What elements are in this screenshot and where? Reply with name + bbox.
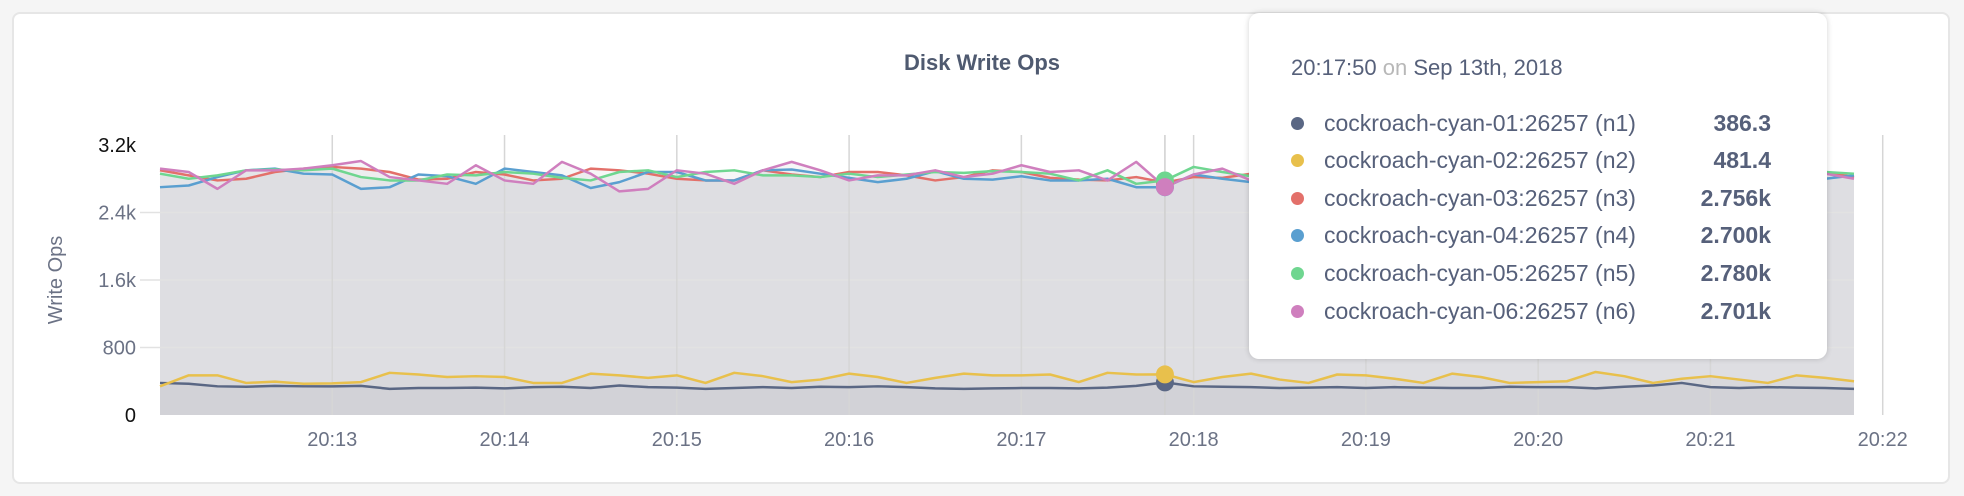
tooltip-series-value: 2.700k <box>1700 222 1771 249</box>
x-tick-label: 20:19 <box>1341 429 1391 451</box>
y-axis-label: Write Ops <box>45 236 67 325</box>
chart-title: Disk Write Ops <box>903 50 1061 75</box>
x-tick-label: 20:21 <box>1685 429 1735 451</box>
tooltip-time: 20:17:50 <box>1291 55 1377 80</box>
series-line <box>159 370 1855 388</box>
series-line <box>159 381 1855 391</box>
tooltip-on: on <box>1382 55 1408 80</box>
hover-point <box>1155 178 1174 197</box>
series-dot-icon <box>1291 191 1304 205</box>
tooltip-series-value: 2.756k <box>1700 184 1771 211</box>
tooltip-timestamp: 20:17:50 on Sep 13th, 2018 <box>1291 55 1563 81</box>
tooltip-date: Sep 13th, 2018 <box>1413 55 1563 80</box>
x-tick-label: 20:16 <box>824 429 874 451</box>
hover-point <box>1155 365 1174 384</box>
tooltip-series-label: cockroach-cyan-02:26257 (n2) <box>1324 147 1636 174</box>
tooltip-row: cockroach-cyan-06:26257 (n6) 2.701k <box>1291 293 1771 329</box>
x-tick-label: 20:20 <box>1513 429 1563 451</box>
tooltip-row: cockroach-cyan-02:26257 (n2) 481.4 <box>1291 143 1771 179</box>
x-tick-label: 20:14 <box>480 429 530 451</box>
tooltip-series-value: 481.4 <box>1713 147 1771 174</box>
series-dot-icon <box>1291 266 1304 280</box>
tooltip-series-label: cockroach-cyan-05:26257 (n5) <box>1324 259 1636 286</box>
tooltip-row: cockroach-cyan-05:26257 (n5) 2.780k <box>1291 255 1771 291</box>
series-dot-icon <box>1291 116 1304 130</box>
tooltip-series-label: cockroach-cyan-03:26257 (n3) <box>1324 184 1636 211</box>
x-tick-label: 20:18 <box>1169 429 1219 451</box>
tooltip-series-label: cockroach-cyan-01:26257 (n1) <box>1324 109 1636 136</box>
tooltip-row: cockroach-cyan-04:26257 (n4) 2.700k <box>1291 218 1771 254</box>
y-tick-label: 2.4k <box>98 203 137 225</box>
x-tick-label: 20:17 <box>996 429 1046 451</box>
x-tick-label: 20:22 <box>1858 429 1908 451</box>
tooltip-series-label: cockroach-cyan-04:26257 (n4) <box>1324 222 1636 249</box>
series-dot-icon <box>1291 229 1304 243</box>
y-tick-label: 3.2k <box>98 135 137 157</box>
tooltip-series-label: cockroach-cyan-06:26257 (n6) <box>1324 297 1636 324</box>
series-dot-icon <box>1291 154 1304 168</box>
tooltip-series-value: 2.701k <box>1700 297 1771 324</box>
y-tick-label: 1.6k <box>98 270 137 292</box>
x-tick-label: 20:15 <box>652 429 702 451</box>
x-tick-label: 20:13 <box>307 429 357 451</box>
tooltip-row: cockroach-cyan-03:26257 (n3) 2.756k <box>1291 180 1771 216</box>
series-dot-icon <box>1291 304 1304 318</box>
series-area <box>160 371 1854 415</box>
tooltip-series-value: 386.3 <box>1713 109 1771 136</box>
tooltip-row: cockroach-cyan-01:26257 (n1) 386.3 <box>1291 105 1771 141</box>
tooltip-series-value: 2.780k <box>1700 259 1771 286</box>
series-area <box>160 382 1854 415</box>
y-tick-label: 0 <box>125 405 136 427</box>
chart-tooltip: 20:17:50 on Sep 13th, 2018 cockroach-cya… <box>1249 13 1827 359</box>
y-tick-label: 800 <box>103 338 136 360</box>
